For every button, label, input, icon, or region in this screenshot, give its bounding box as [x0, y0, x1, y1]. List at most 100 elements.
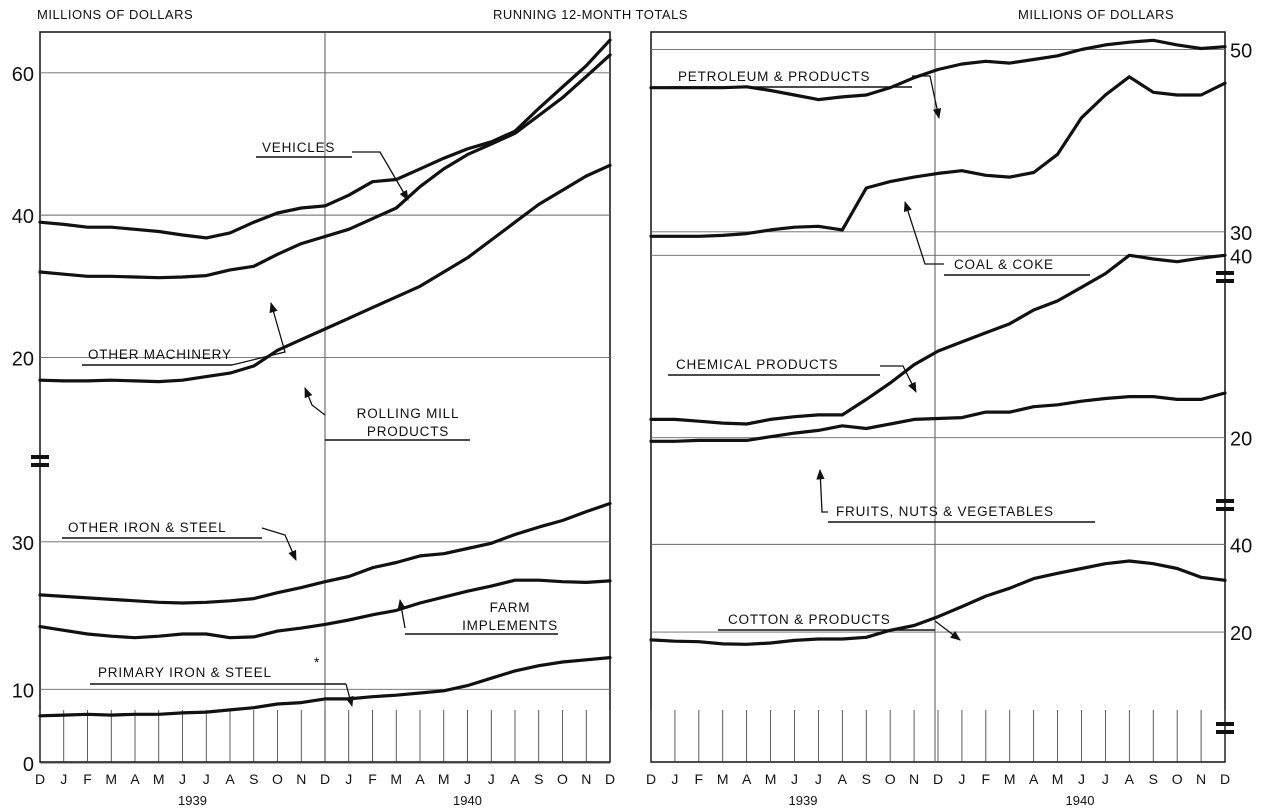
- coal-coke-label: COAL & COKE: [954, 257, 1054, 272]
- primary-iron-steel-footnote-mark: *: [314, 655, 320, 670]
- left-month-label: M: [438, 771, 450, 787]
- right-y-tick-label: 20: [1230, 623, 1252, 645]
- right-scale-break: [1216, 499, 1234, 503]
- cotton-products-label: COTTON & PRODUCTS: [728, 612, 891, 627]
- left-y-tick-label: 20: [12, 348, 34, 370]
- right-month-label: A: [742, 771, 752, 787]
- left-month-label: N: [581, 771, 591, 787]
- left-month-label: M: [153, 771, 165, 787]
- fruits-nuts-vegetables-leader-arrow: [816, 468, 828, 513]
- series-line-coal-coke: [649, 75, 1227, 238]
- left-month-label: A: [225, 771, 235, 787]
- rolling-mill-products-label: ROLLING MILL: [357, 406, 460, 421]
- cotton-products-leader-arrow: [934, 620, 961, 641]
- other-iron-steel-leader-arrow: [261, 527, 297, 561]
- left-month-label: F: [83, 771, 92, 787]
- left-y-tick-label: 10: [12, 680, 34, 702]
- series-line-farm-implements: [38, 578, 612, 640]
- right-month-label: J: [958, 771, 965, 787]
- series-line-rolling-mill-products: [38, 163, 612, 384]
- right-month-label: A: [1125, 771, 1135, 787]
- left-y-tick-label: 0: [23, 754, 34, 776]
- right-y-tick-label: 40: [1230, 246, 1252, 268]
- left-month-label: M: [390, 771, 402, 787]
- right-month-label: S: [862, 771, 871, 787]
- series-line-other-machinery: [38, 53, 612, 280]
- vehicles-label: VEHICLES: [262, 140, 335, 155]
- farm-implements-label: IMPLEMENTS: [462, 618, 558, 633]
- left-y-tick-label: 60: [12, 64, 34, 86]
- petroleum-products-leader-arrow: [912, 75, 942, 120]
- right-month-label: M: [1052, 771, 1064, 787]
- left-month-label: A: [415, 771, 425, 787]
- right-month-label: O: [1172, 771, 1183, 787]
- left-scale-break: [31, 463, 49, 467]
- right-month-label: J: [815, 771, 822, 787]
- right-month-label: M: [717, 771, 729, 787]
- left-month-label: A: [130, 771, 140, 787]
- right-year-label: 1939: [789, 793, 818, 808]
- series-line-vehicles: [38, 38, 612, 240]
- left-month-label: J: [179, 771, 186, 787]
- left-month-label: A: [510, 771, 520, 787]
- series-line-primary-iron-steel: [38, 656, 612, 718]
- rolling-mill-products-leader-arrow: [304, 387, 326, 416]
- farm-implements-leader-arrow: [397, 598, 406, 629]
- petroleum-products-label: PETROLEUM & PRODUCTS: [678, 69, 870, 84]
- right-y-tick-label: 40: [1230, 535, 1252, 557]
- right-month-label: O: [885, 771, 896, 787]
- coal-coke-leader-arrow: [903, 201, 944, 265]
- right-y-tick-label: 20: [1230, 429, 1252, 451]
- right-month-label: A: [838, 771, 848, 787]
- chemical-products-leader-arrow: [880, 365, 917, 393]
- right-scale-break: [1216, 730, 1234, 734]
- primary-iron-steel-label: PRIMARY IRON & STEEL: [98, 665, 272, 680]
- right-month-label: J: [791, 771, 798, 787]
- fruits-nuts-vegetables-label: FRUITS, NUTS & VEGETABLES: [836, 504, 1054, 519]
- series-line-cotton-products: [649, 559, 1227, 646]
- other-machinery-leader-arrow: [231, 302, 286, 366]
- left-month-label: O: [557, 771, 568, 787]
- left-month-label: N: [296, 771, 306, 787]
- right-month-label: N: [1196, 771, 1206, 787]
- right-scale-break: [1216, 279, 1234, 283]
- right-month-label: M: [765, 771, 777, 787]
- series-line-fruits-nuts-vegetables: [649, 391, 1227, 443]
- right-month-label: D: [933, 771, 943, 787]
- farm-implements-label: FARM: [490, 600, 531, 615]
- left-month-label: J: [60, 771, 67, 787]
- left-month-label: J: [345, 771, 352, 787]
- right-month-label: J: [1078, 771, 1085, 787]
- right-month-label: J: [1102, 771, 1109, 787]
- right-month-label: D: [646, 771, 656, 787]
- other-iron-steel-label: OTHER IRON & STEEL: [68, 520, 226, 535]
- right-month-label: S: [1149, 771, 1158, 787]
- chemical-products-label: CHEMICAL PRODUCTS: [676, 357, 838, 372]
- primary-iron-steel-leader-arrow: [345, 683, 354, 708]
- right-month-label: A: [1029, 771, 1039, 787]
- right-month-label: F: [982, 771, 991, 787]
- right-month-label: M: [1004, 771, 1016, 787]
- right-month-label: F: [695, 771, 704, 787]
- left-y-tick-label: 40: [12, 206, 34, 228]
- left-month-label: S: [249, 771, 258, 787]
- right-month-label: J: [671, 771, 678, 787]
- right-month-label: N: [909, 771, 919, 787]
- right-scale-break: [1216, 271, 1234, 275]
- right-scale-break: [1216, 507, 1234, 511]
- left-scale-break: [31, 455, 49, 459]
- right-scale-break: [1216, 722, 1234, 726]
- left-month-label: J: [464, 771, 471, 787]
- left-month-label: D: [35, 771, 45, 787]
- right-y-tick-label: 50: [1230, 40, 1252, 62]
- rolling-mill-products-label: PRODUCTS: [367, 424, 449, 439]
- series-line-other-iron-steel: [38, 501, 612, 605]
- left-month-label: J: [203, 771, 210, 787]
- left-month-label: D: [605, 771, 615, 787]
- vehicles-leader-arrow: [352, 151, 409, 201]
- left-month-label: O: [272, 771, 283, 787]
- left-y-tick-label: 30: [12, 533, 34, 555]
- left-year-label: 1939: [178, 793, 207, 808]
- other-machinery-label: OTHER MACHINERY: [88, 347, 232, 362]
